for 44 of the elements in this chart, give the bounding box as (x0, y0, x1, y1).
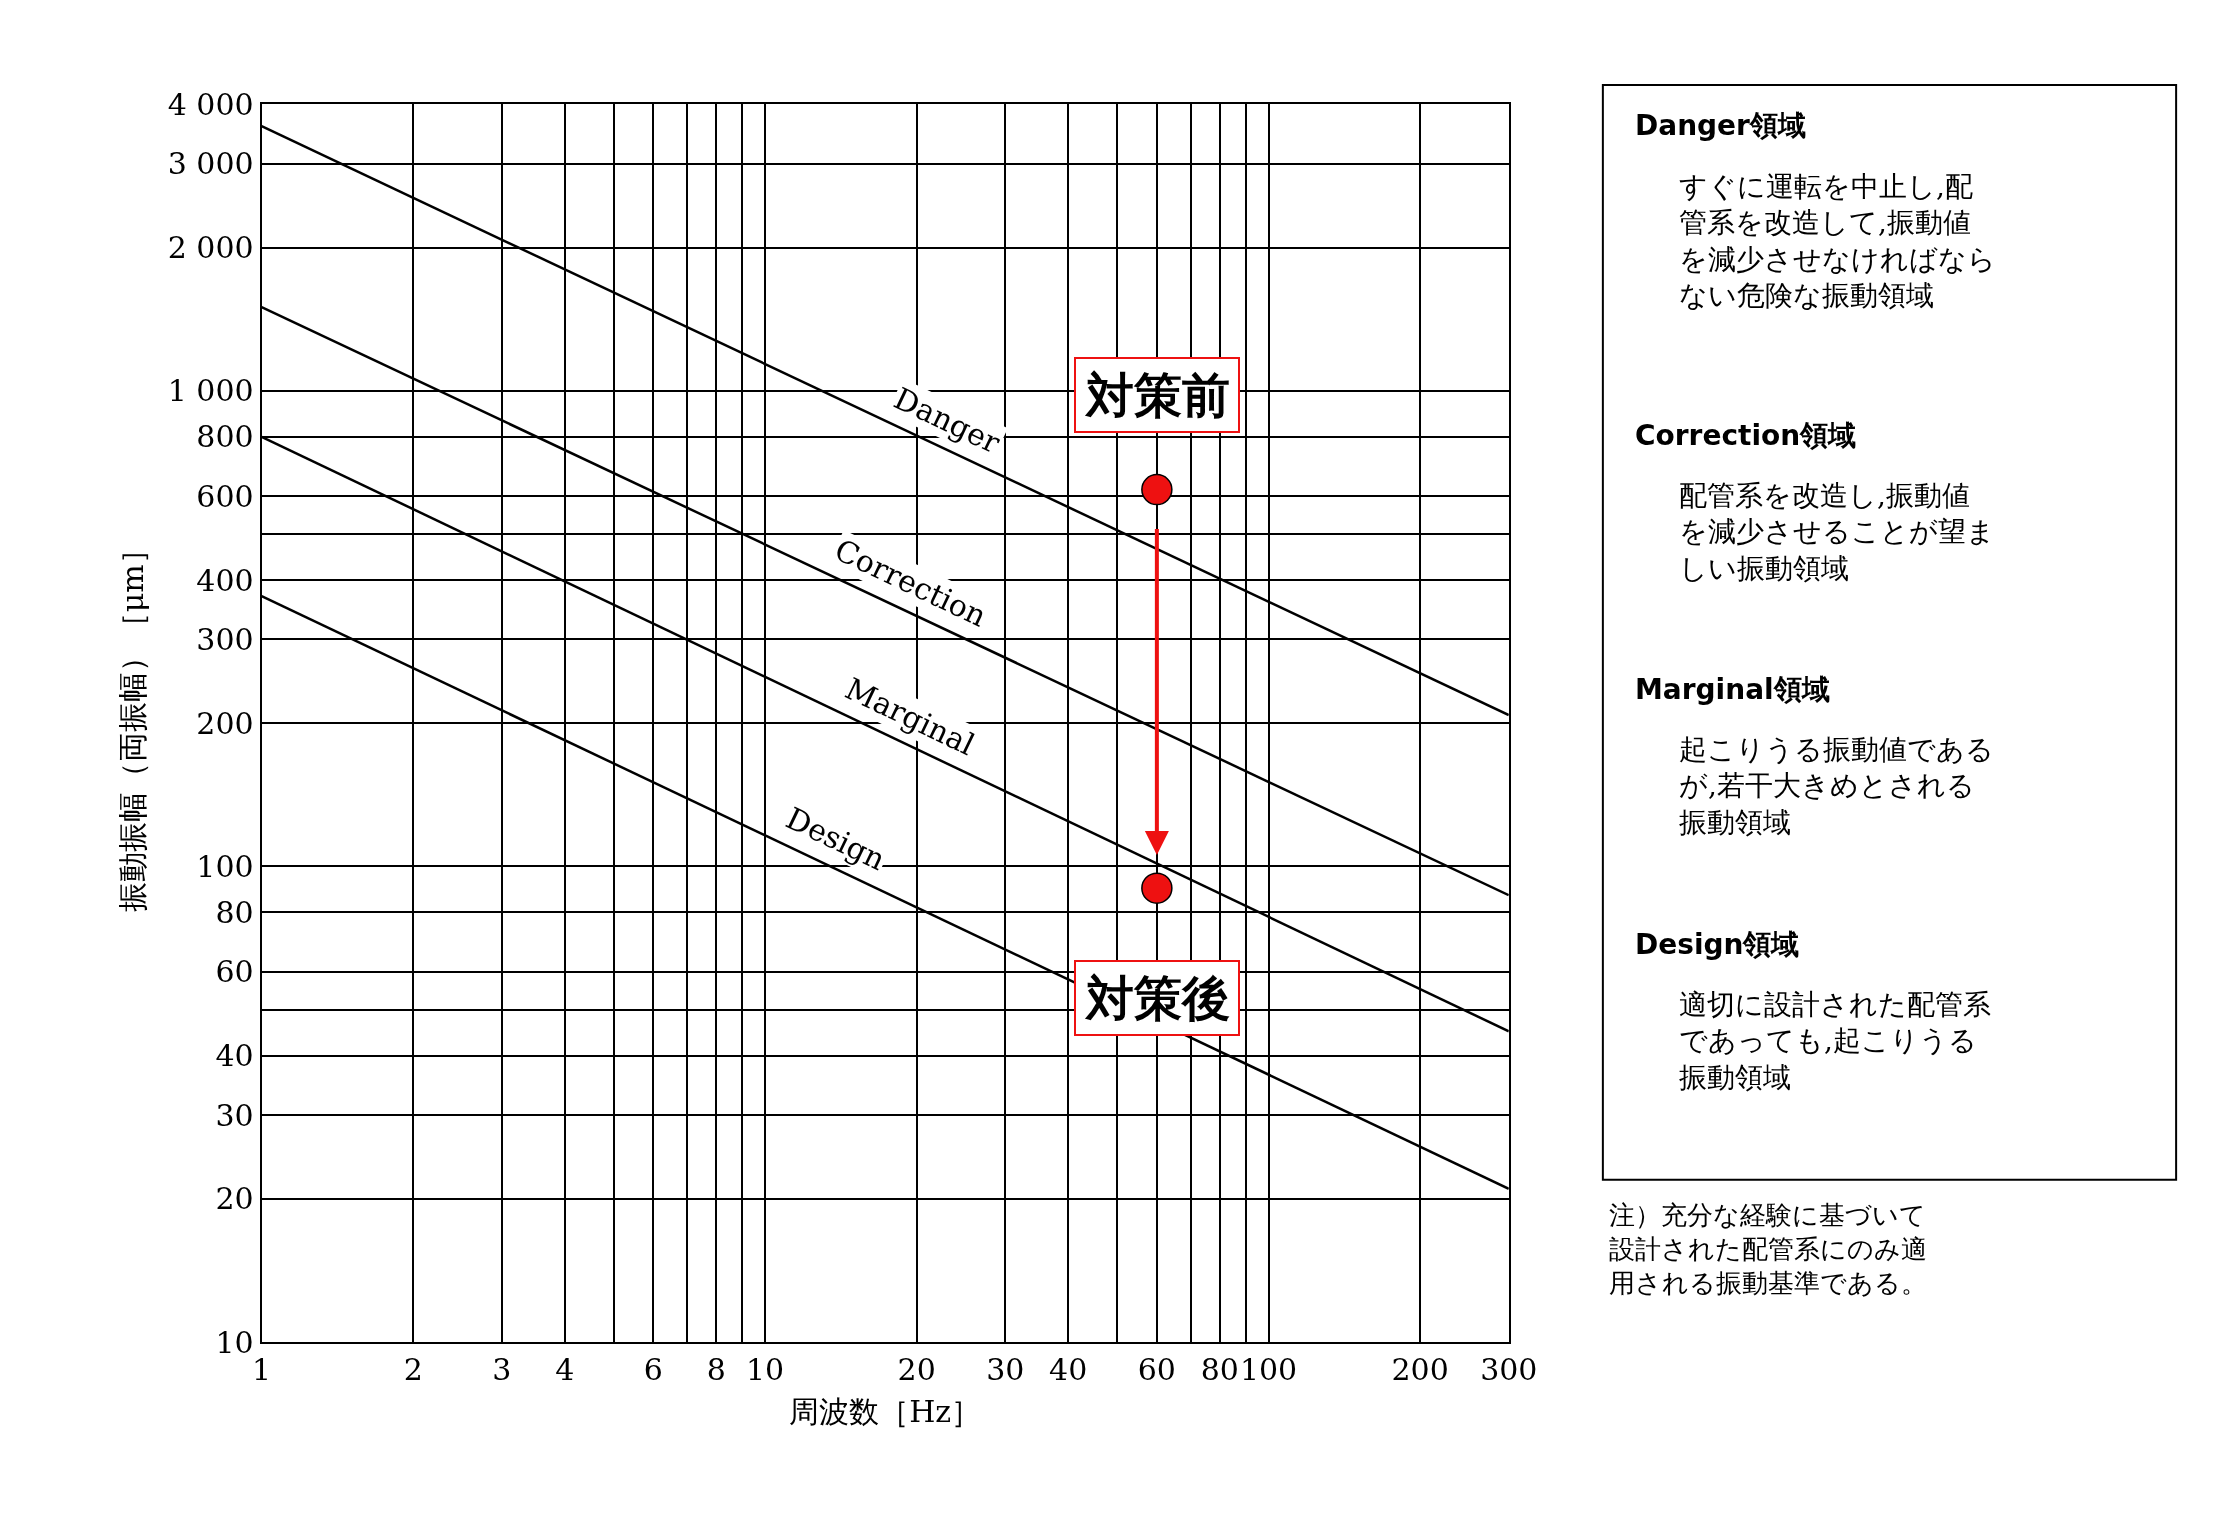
text: Marginal領域 (1635, 673, 1830, 706)
text: 配管系を改造し,振動値を減少させることが望ましい振動領域 (1679, 479, 1995, 585)
x-tick-label: 6 (643, 1352, 663, 1388)
text: Design領域 (1635, 928, 1800, 961)
y-tick-label: 400 (196, 562, 254, 598)
x-tick-label: 3 (492, 1352, 512, 1388)
y-tick-label: 80 (215, 895, 254, 930)
x-tick-label: 200 (1391, 1352, 1449, 1388)
x-tick-label: 8 (706, 1352, 726, 1388)
y-tick-label: 20 (215, 1181, 254, 1217)
x-tick-label: 60 (1137, 1352, 1176, 1388)
text: すぐに運転を中止し,配管系を改造して,振動値を減少させなければならない危険な振動領域 (1679, 170, 1996, 313)
x-tick-label: 80 (1200, 1352, 1239, 1388)
x-tick-label: 30 (986, 1352, 1025, 1388)
y-tick-label: 200 (196, 705, 254, 741)
y-tick-label: 3 000 (167, 146, 254, 182)
x-tick-label: 20 (897, 1352, 936, 1388)
x-tick-label: 300 (1480, 1352, 1538, 1388)
y-tick-label: 300 (196, 622, 254, 657)
text: 注）充分な経験に基づいて設計された配管系にのみ適用される振動基準である。 (1609, 1200, 1927, 1298)
x-tick-label: 2 (403, 1352, 423, 1388)
x-tick-label: 4 (555, 1352, 575, 1388)
text: Danger領域 (1635, 109, 1806, 142)
y-tick-label: 2 000 (167, 230, 254, 266)
y-tick-label: 40 (215, 1038, 254, 1074)
x-axis-title: 周波数［Hz］ (789, 1394, 982, 1430)
y-tick-label: 100 (196, 848, 254, 884)
text: Correction領域 (1635, 419, 1857, 452)
y-tick-label: 1 000 (167, 373, 254, 409)
y-tick-label: 800 (196, 419, 254, 455)
y-tick-label: 10 (215, 1324, 254, 1360)
y-tick-label: 600 (196, 478, 254, 514)
y-axis-title: 振動振幅（両振幅）［μm］ (115, 534, 151, 913)
annotation: 対策後 (1084, 970, 1230, 1026)
x-tick-label: 40 (1049, 1352, 1088, 1388)
x-tick-label: 10 (746, 1352, 785, 1388)
y-tick-label: 30 (215, 1097, 254, 1133)
text: 適切に設計された配管系であっても,起こりうる振動領域 (1679, 988, 1991, 1094)
annotation: 対策前 (1084, 367, 1230, 423)
x-tick-label: 100 (1239, 1352, 1298, 1388)
y-tick-label: 60 (215, 954, 254, 990)
x-tick-label: 1 (252, 1352, 272, 1388)
y-tick-label: 4 000 (167, 86, 254, 122)
text: 起こりうる振動値であるが,若干大きめとされる振動領域 (1679, 733, 1994, 839)
